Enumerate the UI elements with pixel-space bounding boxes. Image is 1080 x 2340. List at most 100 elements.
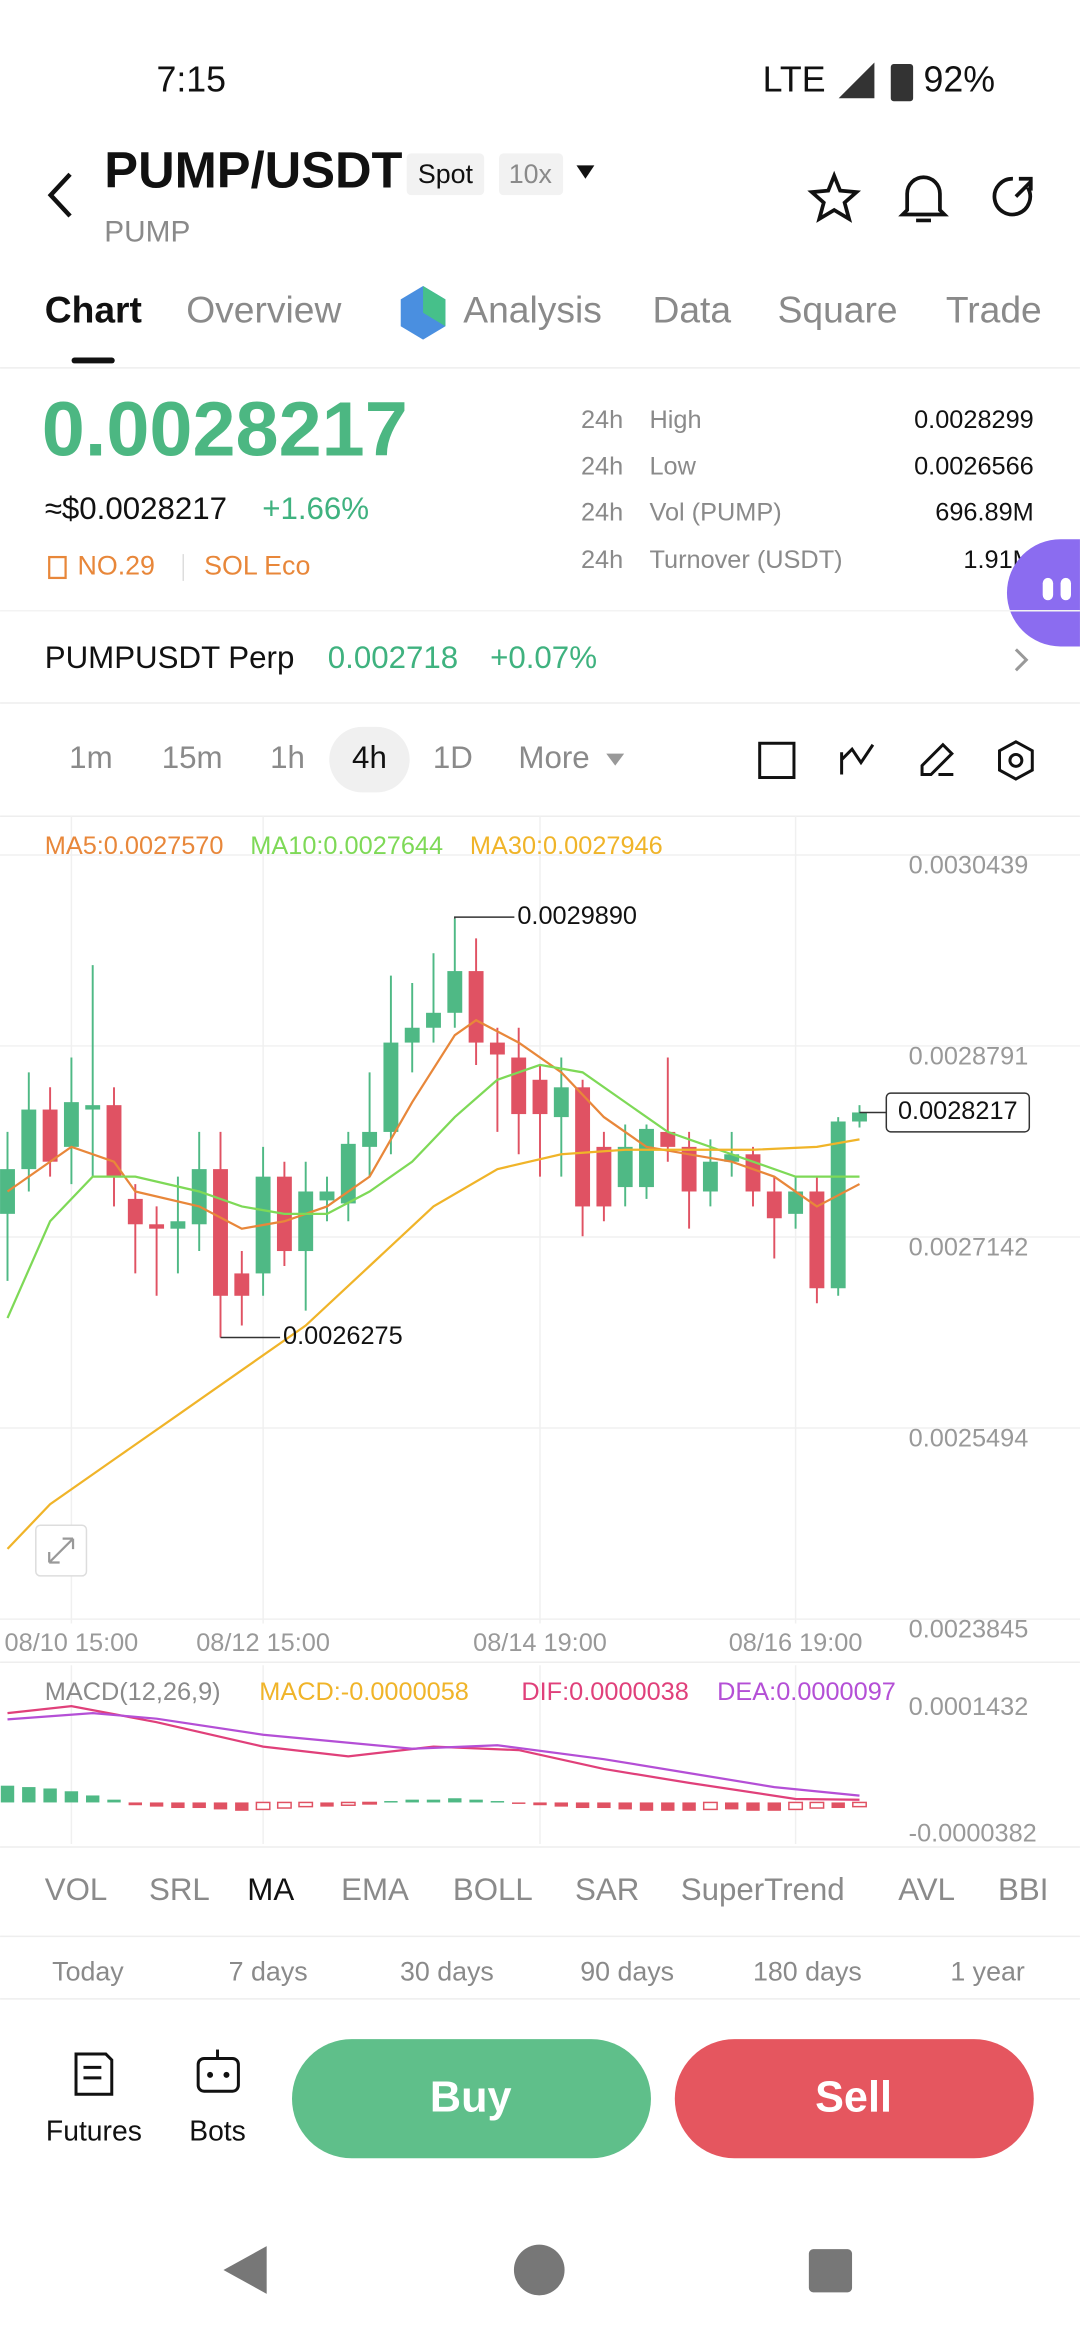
- tab[interactable]: Trade: [946, 289, 1042, 331]
- period[interactable]: 1 year: [950, 1957, 1025, 1987]
- nav-recents[interactable]: [808, 2249, 853, 2293]
- tab[interactable]: Chart: [45, 289, 142, 331]
- assistant-eye: [1060, 577, 1072, 601]
- futures-icon[interactable]: [74, 2052, 114, 2096]
- futures-label[interactable]: Futures: [46, 2114, 142, 2146]
- usd-price: ≈$0.0028217: [45, 491, 227, 526]
- interval-more[interactable]: More: [518, 740, 589, 775]
- stat-value: 0.0026566: [914, 452, 1034, 480]
- y-tick-label: 0.0023845: [909, 1616, 1029, 1644]
- settings-icon[interactable]: [998, 740, 1034, 781]
- indicator[interactable]: AVL: [898, 1872, 955, 1907]
- candle-body: [660, 1131, 676, 1147]
- draw-icon[interactable]: [920, 742, 954, 777]
- ecosystem-tag[interactable]: SOL Eco: [204, 551, 310, 581]
- macd-bar: [128, 1802, 143, 1806]
- stat-label: Vol (PUMP): [649, 499, 781, 527]
- macd-bar: [43, 1788, 57, 1803]
- indicator[interactable]: SuperTrend: [681, 1872, 845, 1907]
- indicator[interactable]: BOLL: [453, 1872, 533, 1907]
- macd-bar: [426, 1799, 441, 1803]
- period[interactable]: 90 days: [580, 1957, 674, 1987]
- candle-body: [511, 1057, 527, 1115]
- candle-body: [234, 1273, 250, 1296]
- interval[interactable]: 1m: [69, 740, 112, 775]
- perp-name[interactable]: PUMPUSDT Perp: [45, 640, 295, 675]
- candle-body: [298, 1191, 314, 1252]
- buy-button[interactable]: [291, 2039, 651, 2159]
- macd-bar: [107, 1799, 121, 1803]
- dropdown-caret[interactable]: [576, 165, 595, 179]
- stat-period: 24h: [581, 406, 623, 434]
- back-button[interactable]: [47, 172, 72, 218]
- stat-value: 0.0028299: [914, 406, 1034, 434]
- legend-entry: MA30:0.0027946: [470, 832, 663, 860]
- candle-body: [702, 1161, 718, 1192]
- bots-label[interactable]: Bots: [189, 2114, 246, 2146]
- macd-bar: [788, 1801, 804, 1811]
- battery-icon: [890, 64, 914, 102]
- macd-line: [7, 1711, 860, 1797]
- indicator[interactable]: VOL: [45, 1872, 108, 1907]
- interval[interactable]: 1D: [433, 740, 473, 775]
- tab[interactable]: Overview: [186, 289, 341, 331]
- candle-body: [149, 1224, 165, 1229]
- price-change: +1.66%: [262, 491, 369, 526]
- candle-body: [63, 1102, 79, 1147]
- nav-back[interactable]: [223, 2246, 267, 2294]
- share-icon[interactable]: [992, 176, 1033, 217]
- market-badge: [406, 153, 485, 196]
- expand-icon: [48, 1537, 75, 1564]
- indicator[interactable]: SRL: [149, 1872, 210, 1907]
- sell-button[interactable]: [674, 2039, 1034, 2159]
- tab[interactable]: Square: [778, 289, 898, 331]
- ma-line: [6, 1063, 860, 1319]
- indicator[interactable]: SAR: [575, 1872, 639, 1907]
- leverage-label: 10x: [509, 159, 553, 189]
- more-caret[interactable]: [606, 753, 625, 766]
- macd-bar: [298, 1801, 314, 1808]
- candle-body: [553, 1087, 569, 1118]
- y-tick-label: 0.0027142: [909, 1234, 1029, 1262]
- perp-chevron[interactable]: [1014, 648, 1029, 672]
- indicator[interactable]: MA: [247, 1872, 294, 1907]
- favorite-icon[interactable]: [807, 170, 862, 223]
- period[interactable]: 7 days: [229, 1957, 308, 1987]
- alert-icon[interactable]: [898, 175, 949, 223]
- pair-title: PUMP/USDT: [104, 142, 402, 199]
- nav-home[interactable]: [513, 2244, 565, 2296]
- tab[interactable]: Analysis: [463, 289, 602, 331]
- macd-bar: [831, 1802, 845, 1809]
- macd-bar: [0, 1785, 15, 1803]
- period[interactable]: Today: [52, 1957, 124, 1987]
- period[interactable]: 30 days: [400, 1957, 494, 1987]
- macd-bar: [192, 1802, 206, 1809]
- candle-body: [596, 1146, 612, 1207]
- period[interactable]: 180 days: [753, 1957, 862, 1987]
- last-price-label: 0.0028217: [898, 1097, 1018, 1125]
- y-tick-label: 0.0025494: [909, 1425, 1029, 1453]
- indicator-icon[interactable]: [840, 743, 875, 775]
- candle-body: [319, 1191, 335, 1201]
- candle-body: [85, 1105, 101, 1110]
- candle-body: [191, 1169, 207, 1225]
- indicator[interactable]: BBI: [998, 1872, 1048, 1907]
- interval-selected: [329, 726, 410, 793]
- candle-body: [575, 1087, 591, 1207]
- fullscreen-icon[interactable]: [758, 741, 796, 780]
- tab[interactable]: Data: [652, 289, 731, 331]
- ai-icon-facet: [423, 285, 446, 327]
- interval[interactable]: 1h: [270, 740, 305, 775]
- candle-body: [809, 1191, 825, 1289]
- rank-icon: [48, 555, 67, 580]
- rank: NO.29: [78, 551, 155, 581]
- market-label: Spot: [418, 159, 474, 189]
- indicator[interactable]: EMA: [341, 1872, 409, 1907]
- macd-legend: DIF:0.0000038: [521, 1678, 688, 1706]
- assistant-eye: [1042, 577, 1054, 601]
- candle-body: [383, 1042, 399, 1132]
- interval[interactable]: 4h: [352, 740, 387, 775]
- leverage-badge[interactable]: [499, 153, 564, 196]
- interval[interactable]: 15m: [162, 740, 223, 775]
